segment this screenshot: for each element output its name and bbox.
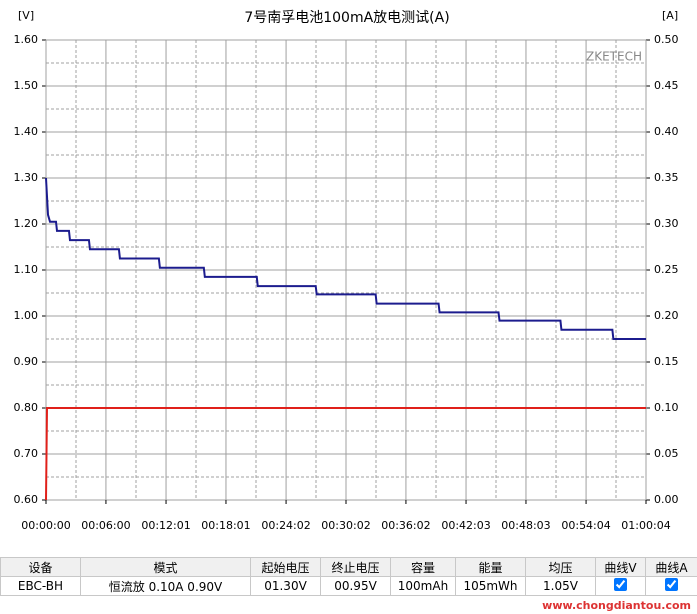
y2-tick-label: 0.25 (654, 263, 679, 276)
column-header: 终止电压 (320, 557, 391, 577)
y-tick-label: 0.80 (14, 401, 39, 414)
chart: 7号南孚电池100mA放电测试(A) [V] [A] 0.60 0.70 0.80 0… (14, 9, 679, 532)
y2-tick-label: 0.30 (654, 217, 679, 230)
column-header: 模式 (80, 557, 251, 577)
table-row: EBC-BH 恒流放 0.10A 0.90V 01.30V 00.95V 100mAh 1… (0, 576, 697, 596)
series-line (45, 177, 646, 340)
y2-tick-label: 0.45 (654, 79, 679, 92)
y2-tick-label: 0.00 (654, 493, 679, 506)
y-tick-label: 1.30 (14, 171, 39, 184)
column-header: 能量 (455, 557, 526, 577)
result-table: 设备 模式 起始电压 终止电压 容量 能量 均压 曲线V 曲线A EBC-BH 恒流放 0.10A … (0, 557, 697, 596)
x-tick-label: 00:12:01 (141, 519, 190, 532)
y2-tick-label: 0.15 (654, 355, 679, 368)
table-cell: 1.05V (525, 576, 596, 596)
x-tick-label: 00:18:01 (201, 519, 250, 532)
watermark: ZKETECH (586, 50, 642, 64)
column-header: 均压 (525, 557, 596, 577)
table-cell: 00.95V (320, 576, 391, 596)
column-header: 曲线V (595, 557, 646, 577)
y2-tick-label: 0.05 (654, 447, 679, 460)
y-tick-label: 1.50 (14, 79, 39, 92)
table-cell: 01.30V (250, 576, 321, 596)
x-tick-label: 01:00:04 (621, 519, 670, 532)
table-cell: 105mWh (455, 576, 526, 596)
y-tick-label: 1.10 (14, 263, 39, 276)
y-tick-label: 1.00 (14, 309, 39, 322)
table-cell: 100mAh (390, 576, 456, 596)
x-tick-label: 00:48:03 (501, 519, 550, 532)
y2-tick-label: 0.50 (654, 33, 679, 46)
column-header: 容量 (390, 557, 456, 577)
checkbox[interactable] (665, 578, 678, 591)
y2-tick-label: 0.35 (654, 171, 679, 184)
table-cell: 恒流放 0.10A 0.90V (80, 576, 251, 596)
x-tick-label: 00:24:02 (261, 519, 310, 532)
y-tick-label: 0.90 (14, 355, 39, 368)
y-tick-label: 0.70 (14, 447, 39, 460)
y-tick-label: 0.60 (14, 493, 39, 506)
watermark: www.chongdiantou.com (542, 599, 691, 612)
y-tick-label: 1.40 (14, 125, 39, 138)
y-tick-label: 1.60 (14, 33, 39, 46)
y2-tick-label: 0.10 (654, 401, 679, 414)
column-header: 设备 (0, 557, 81, 577)
checkbox[interactable] (614, 578, 627, 591)
column-header: 起始电压 (250, 557, 321, 577)
y2-tick-label: 0.40 (654, 125, 679, 138)
x-tick-label: 00:36:02 (381, 519, 430, 532)
y-tick-label: 1.20 (14, 217, 39, 230)
checkbox-cell (595, 576, 646, 596)
y2-axis-label: [A] (662, 9, 678, 22)
checkbox-cell (645, 576, 697, 596)
table-cell: EBC-BH (0, 576, 81, 596)
x-tick-label: 00:30:02 (321, 519, 370, 532)
x-tick-label: 00:42:03 (441, 519, 490, 532)
series-line (45, 407, 646, 501)
x-tick-label: 00:54:04 (561, 519, 610, 532)
x-tick-label: 00:00:00 (21, 519, 70, 532)
chart-title: 7号南孚电池100mA放电测试(A) (244, 10, 449, 26)
column-header: 曲线A (645, 557, 697, 577)
y2-tick-label: 0.20 (654, 309, 679, 322)
y-axis-label: [V] (18, 9, 34, 22)
x-tick-label: 00:06:00 (81, 519, 130, 532)
